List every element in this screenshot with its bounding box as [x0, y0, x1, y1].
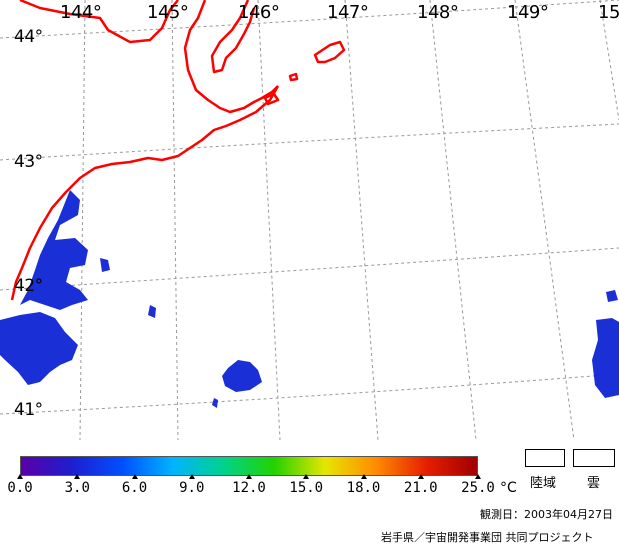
- colorbar-tick-mark: [417, 474, 424, 479]
- colorbar-tick-mark: [303, 474, 310, 479]
- colorbar-tick-label: 15.0: [289, 480, 324, 496]
- sst-patch-coastal: [20, 190, 88, 310]
- sst-patch-east-small: [606, 290, 618, 302]
- lat-label-42: 42°: [14, 276, 43, 296]
- lon-label-149: 149°: [507, 2, 549, 23]
- lat-label-44: 44°: [14, 27, 43, 47]
- cloud-legend-label: 雲: [587, 476, 601, 491]
- sst-patch-mid: [222, 360, 262, 392]
- lon-label-148: 148°: [417, 2, 459, 23]
- lon-label-146: 146°: [238, 2, 280, 23]
- colorbar-tick-label: 6.0: [121, 480, 148, 496]
- cloud-legend-box: [573, 449, 615, 467]
- lon-label-150: 15: [598, 2, 619, 23]
- land-legend-box: [525, 449, 565, 467]
- temperature-colorbar: [20, 456, 478, 476]
- lon-label-144: 144°: [60, 2, 102, 23]
- colorbar-tick-label: 3.0: [64, 480, 90, 496]
- sst-patch-east: [592, 318, 619, 398]
- colorbar-tick-mark: [131, 474, 138, 479]
- sst-patches: [0, 190, 619, 408]
- sst-map: [0, 0, 619, 440]
- lat-label-41: 41°: [14, 400, 43, 420]
- colorbar-unit: °C: [500, 480, 517, 496]
- coastline-habomai-1: [288, 72, 299, 82]
- coastline-kunashiri: [313, 40, 346, 64]
- coastline: [10, 0, 346, 301]
- colorbar-tick-label: 9.0: [179, 480, 205, 496]
- sst-patch-tiny: [212, 398, 218, 408]
- colorbar-tick-mark: [360, 474, 367, 479]
- land-legend-label: 陸域: [530, 476, 557, 491]
- colorbar-tick-mark: [188, 474, 195, 479]
- coastline-shiretoko: [183, 0, 279, 114]
- sst-patch-small-2: [148, 305, 156, 318]
- colorbar-tick-mark: [475, 474, 481, 479]
- coastline-hokkaido-east: [210, 0, 256, 74]
- sst-patch-small-1: [100, 258, 110, 272]
- credit-text: 岩手県／宇宙開発事業団 共同プロジェクト: [381, 531, 594, 544]
- colorbar-tick-mark: [74, 474, 81, 479]
- coastline-habomai-2: [263, 92, 280, 106]
- coastline-hokkaido-north: [19, 0, 179, 44]
- colorbar-tick-label: 21.0: [403, 480, 438, 496]
- colorbar-tick-label: 25.0: [461, 480, 495, 496]
- observation-date: 観測日：2003年04月27日: [480, 508, 613, 521]
- colorbar-tick-label: 0.0: [7, 480, 33, 496]
- graticule: [0, 0, 619, 440]
- sst-patch-south: [0, 312, 78, 385]
- coastline-pacific: [10, 85, 280, 301]
- lon-label-147: 147°: [327, 2, 369, 23]
- lon-label-145: 145°: [147, 2, 189, 23]
- colorbar-tick-label: 18.0: [346, 480, 381, 496]
- colorbar-tick-label: 12.0: [232, 480, 266, 496]
- colorbar-tick-mark: [246, 474, 252, 479]
- lat-label-43: 43°: [14, 152, 43, 172]
- colorbar-tick-mark: [17, 474, 23, 479]
